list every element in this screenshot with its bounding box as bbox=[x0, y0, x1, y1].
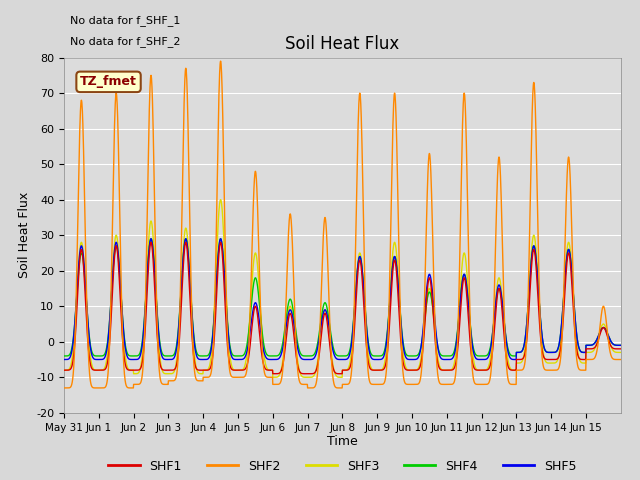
Y-axis label: Soil Heat Flux: Soil Heat Flux bbox=[17, 192, 31, 278]
X-axis label: Time: Time bbox=[327, 435, 358, 448]
Text: No data for f_SHF_2: No data for f_SHF_2 bbox=[70, 36, 180, 47]
Text: TZ_fmet: TZ_fmet bbox=[80, 75, 137, 88]
Text: No data for f_SHF_1: No data for f_SHF_1 bbox=[70, 15, 180, 26]
Legend: SHF1, SHF2, SHF3, SHF4, SHF5: SHF1, SHF2, SHF3, SHF4, SHF5 bbox=[103, 455, 582, 478]
Title: Soil Heat Flux: Soil Heat Flux bbox=[285, 35, 399, 53]
